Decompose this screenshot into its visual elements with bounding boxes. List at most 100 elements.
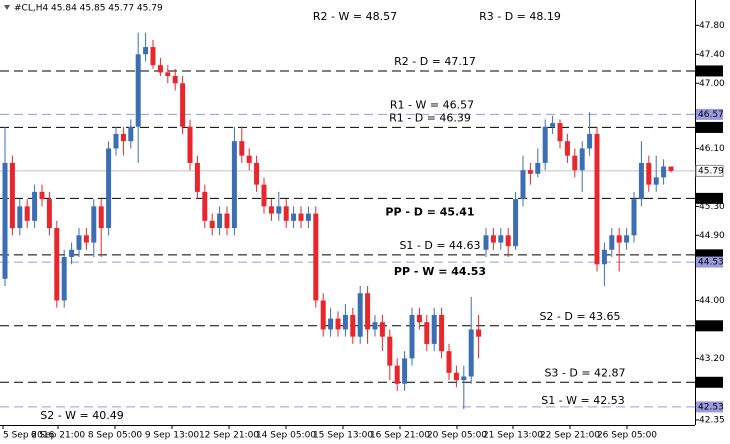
candle-body	[564, 141, 570, 156]
candle-body	[394, 365, 400, 384]
candle-body	[409, 314, 415, 359]
level-label: PP - W = 44.53	[394, 265, 486, 278]
candle-body	[439, 314, 445, 352]
candle-body	[461, 376, 467, 381]
candle-body	[239, 141, 245, 156]
price-box-label: 44.63	[698, 250, 724, 260]
y-tick-label: 44.90	[699, 231, 725, 241]
candle-body	[46, 199, 52, 229]
candle-body	[261, 184, 267, 207]
candle-body	[513, 199, 519, 247]
x-tick-label: 12 Sep 21:00	[199, 431, 259, 441]
candle-body	[283, 206, 289, 221]
x-tick-label: 14 Sep 05:00	[256, 431, 316, 441]
y-tick-label: 47.80	[699, 21, 725, 31]
level-label: R2 - W = 48.57	[313, 10, 397, 23]
x-tick-label: 5 Sep 2016	[3, 431, 55, 441]
current-price-label: 45.79	[698, 166, 724, 176]
candle-body	[298, 213, 304, 221]
candle-body	[83, 235, 89, 243]
level-label: R3 - D = 48.19	[479, 10, 561, 23]
candle-body	[180, 83, 186, 127]
candle-body	[357, 293, 363, 337]
candle-body	[106, 148, 112, 229]
candle-body	[616, 235, 622, 243]
candle-body	[520, 170, 526, 200]
header-icon	[4, 5, 10, 10]
x-tick-label: 15 Sep 13:00	[313, 431, 373, 441]
x-tick-label: 20 Sep 05:00	[427, 431, 487, 441]
candle-body	[498, 235, 504, 243]
candle-body	[609, 235, 615, 250]
candle-body	[9, 162, 15, 229]
price-box	[696, 121, 723, 133]
y-tick-label: 47.00	[699, 79, 725, 89]
candle-body	[490, 235, 496, 243]
price-box-label: 42.87	[698, 378, 724, 388]
candle-body	[387, 336, 393, 366]
candle-body	[209, 220, 215, 229]
price-box	[696, 401, 723, 413]
x-tick-label: 6 Sep 21:00	[31, 431, 86, 441]
price-box	[696, 108, 723, 120]
level-label: S2 - W = 40.49	[40, 409, 124, 422]
level-label: S3 - D = 42.87	[544, 366, 625, 379]
price-box	[696, 320, 723, 332]
candle-body	[416, 314, 422, 323]
candle-body	[468, 329, 474, 377]
candle-body	[24, 206, 30, 221]
candle-body	[305, 213, 311, 221]
candle-body	[431, 314, 437, 344]
candle-body	[17, 206, 23, 229]
y-tick-label: 44.00	[699, 296, 725, 306]
candle-body	[653, 177, 659, 185]
y-tick-label: 45.30	[699, 202, 725, 212]
x-tick-label: 21 Sep 13:00	[483, 431, 543, 441]
candle-body	[76, 235, 82, 250]
price-box	[696, 192, 723, 204]
price-box-label: 43.65	[698, 321, 724, 331]
candle-body	[328, 318, 334, 330]
candle-body	[98, 206, 104, 229]
price-box-label: 44.53	[698, 258, 724, 268]
candle-body	[453, 372, 459, 381]
candle-body	[120, 133, 126, 142]
candle-body	[476, 329, 482, 337]
candle-body	[624, 235, 630, 243]
candle-body	[379, 322, 385, 337]
level-label: R1 - W = 46.57	[390, 98, 474, 111]
candle-body	[150, 47, 156, 66]
candle-body	[557, 123, 563, 142]
candle-body	[39, 191, 45, 200]
current-price-box	[695, 164, 724, 177]
candle-body	[335, 318, 341, 330]
candle-body	[527, 170, 533, 174]
x-tick-label: 8 Sep 05:00	[88, 431, 143, 441]
candle-body	[165, 72, 171, 77]
candle-body	[143, 47, 149, 55]
y-tick-label: 46.10	[699, 144, 725, 154]
candle-body	[202, 191, 208, 221]
candle-body	[187, 126, 193, 163]
candle-body	[2, 162, 8, 279]
y-tick-label: 47.40	[699, 50, 725, 60]
candle-body	[254, 162, 260, 185]
candle-body	[61, 257, 67, 301]
candle-body	[365, 293, 371, 330]
candle-body	[224, 213, 230, 229]
price-box-label: 45.41	[698, 194, 724, 204]
candle-body	[32, 191, 38, 221]
price-box-label: 46.57	[698, 110, 724, 120]
candle-body	[587, 133, 593, 149]
candle-body	[268, 206, 274, 214]
chart-header: #CL,H4 45.84 45.85 45.77 45.79	[14, 4, 163, 14]
candle-body	[505, 235, 511, 247]
candle-body	[342, 314, 348, 330]
candle-body	[446, 351, 452, 373]
candle-body	[91, 206, 97, 243]
candle-body	[69, 249, 75, 258]
candle-body	[372, 322, 378, 330]
candle-body	[483, 235, 489, 250]
candle-body	[113, 133, 119, 149]
